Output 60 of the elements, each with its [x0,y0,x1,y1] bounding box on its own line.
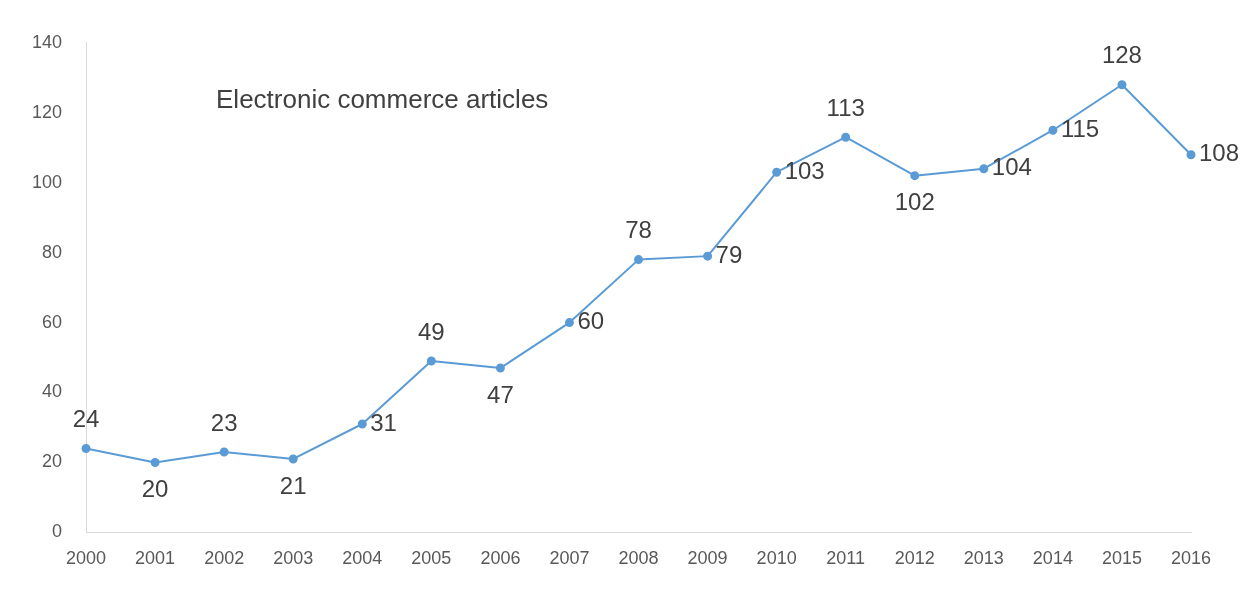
x-tick-label: 2013 [963,548,1004,569]
point [910,171,920,181]
x-tick-label: 2015 [1101,548,1142,569]
data-label: 20 [141,475,169,503]
x-tick-label: 2011 [826,548,866,569]
data-label: 23 [210,408,238,436]
point [634,255,644,265]
point [979,164,989,174]
data-label: 47 [487,380,514,408]
point [1117,80,1127,90]
x-tick-label: 2014 [1032,548,1073,569]
y-tick-label: 60 [42,311,63,332]
data-label: 79 [715,240,743,268]
data-label: 49 [417,317,445,345]
x-tick-label: 2010 [756,548,797,569]
x-tick-label: 2002 [204,548,245,569]
point [564,318,574,328]
x-tick-label: 2003 [273,548,314,569]
y-tick-label: 0 [52,521,63,542]
point [1048,125,1058,135]
data-label: 113 [826,93,865,121]
x-tick-label: 2007 [549,548,590,569]
point [357,419,367,429]
point [81,443,91,453]
point [703,251,713,261]
x-tick-label: 2008 [618,548,659,569]
data-label: 103 [784,156,825,184]
y-tick-label: 80 [42,241,63,262]
x-tick-label: 2001 [135,548,176,569]
point [288,454,298,464]
x-tick-label: 2009 [687,548,728,569]
y-tick-label: 100 [31,171,63,192]
y-tick-label: 120 [31,101,63,122]
x-tick-label: 2004 [342,548,383,569]
x-tick-label: 2006 [480,548,521,569]
x-tick-label: 2012 [894,548,935,569]
point [772,167,782,177]
data-label: 21 [279,471,307,499]
point [1186,150,1196,160]
text: Electronic commerce articles [216,83,549,114]
data-label: 31 [370,408,397,436]
point [841,132,851,142]
data-label: 24 [72,405,100,433]
point [495,363,505,373]
point [426,356,436,366]
point [219,447,229,457]
x-tick-label: 2005 [411,548,452,569]
data-label: 115 [1060,114,1100,142]
data-label: 60 [577,307,605,335]
x-tick-label: 2000 [66,548,107,569]
y-tick-label: 20 [42,451,63,472]
y-tick-label: 40 [42,381,63,402]
data-label: 108 [1199,139,1240,167]
data-label: 102 [894,188,935,216]
x-tick-label: 2016 [1170,548,1212,569]
y-tick-label: 140 [31,31,63,52]
data-label: 128 [1101,41,1142,69]
point [150,457,160,467]
data-label: 78 [625,216,652,244]
data-label: 104 [991,153,1032,181]
